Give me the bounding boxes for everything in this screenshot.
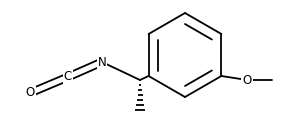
Text: O: O (242, 73, 252, 87)
Text: N: N (98, 56, 106, 68)
Text: O: O (26, 87, 35, 99)
Text: C: C (64, 71, 72, 83)
